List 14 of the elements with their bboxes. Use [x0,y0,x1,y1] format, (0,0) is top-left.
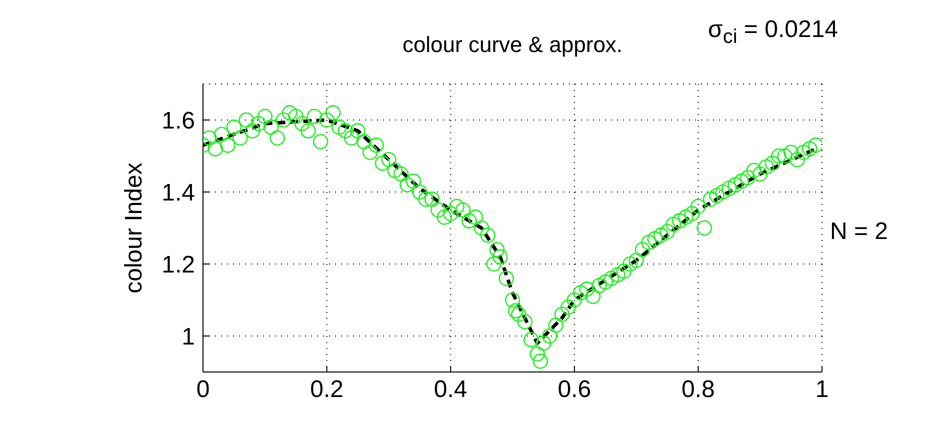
text: σ$_{ci}$ = 0.0214 [708,16,838,49]
x-tick-label: 0.6 [558,376,592,404]
x-tick-label: 0 [196,376,210,404]
y-tick-label: 1.4 [162,180,195,207]
y-axis-title: colour Index [120,162,148,294]
text: N = 2 [830,218,888,246]
y-tick-label: 1.2 [162,252,195,279]
x-tick-label: 1 [815,376,829,404]
y-tick-label: 1.6 [162,108,195,135]
y-tick-label: 1 [182,324,195,351]
x-tick-label: 0.2 [310,376,344,404]
x-tick-label: 0.4 [434,376,468,404]
chart-title: colour curve & approx. [402,32,623,57]
x-tick-label: 0.8 [682,376,715,404]
